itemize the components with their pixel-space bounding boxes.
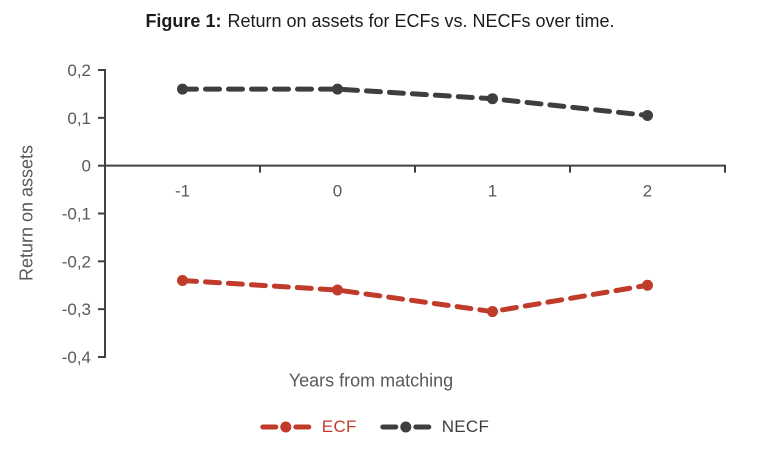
data-point-ecf: [642, 279, 653, 291]
data-point-ecf: [177, 274, 188, 286]
figure-title: Figure 1: Return on assets for ECFs vs. N…: [0, 11, 760, 32]
x-axis-title: Years from matching: [288, 370, 454, 391]
data-point-necf: [487, 93, 498, 105]
x-tick-label: -1: [175, 182, 190, 201]
y-tick-label: -0,4: [62, 348, 91, 367]
data-point-necf: [642, 109, 653, 121]
figure-title-prefix: Figure 1:: [145, 11, 222, 31]
y-tick-label: 0,2: [67, 61, 91, 80]
necf-legend-swatch-icon: [380, 421, 432, 433]
x-tick-label: 0: [333, 182, 342, 201]
series-line-necf: [180, 86, 650, 118]
data-point-necf: [177, 83, 188, 95]
legend: ECF NECF: [259, 417, 489, 437]
ecf-legend-swatch-icon: [260, 421, 312, 433]
necf-legend-label: NECF: [441, 417, 490, 436]
data-point-necf: [332, 83, 343, 95]
y-axis-title: Return on assets: [16, 144, 37, 282]
legend-item-necf: NECF: [379, 417, 489, 437]
data-point-ecf: [487, 306, 498, 318]
ecf-legend-label: ECF: [321, 417, 357, 436]
y-tick-label: -0,3: [62, 300, 91, 319]
y-tick-label: -0,1: [62, 205, 91, 224]
y-tick-label: 0: [82, 157, 91, 176]
figure-title-text: Return on assets for ECFs vs. NECFs over…: [227, 11, 615, 31]
y-tick-label: -0,2: [62, 252, 91, 271]
y-tick-label: 0,1: [67, 109, 91, 128]
x-tick-label: 1: [488, 182, 497, 201]
series-line-ecf: [180, 277, 650, 315]
x-tick-label: 2: [643, 182, 652, 201]
legend-item-ecf: ECF: [259, 417, 357, 437]
data-point-ecf: [332, 284, 343, 296]
